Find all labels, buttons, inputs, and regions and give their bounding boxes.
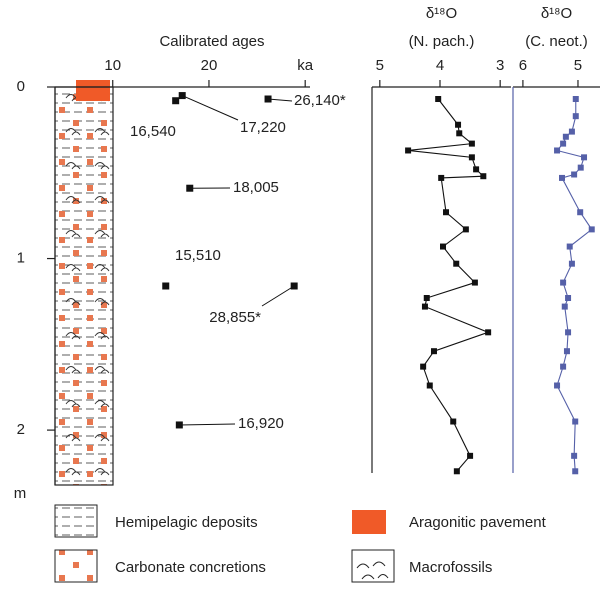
leader-line <box>261 285 295 307</box>
isotope-point <box>485 329 492 336</box>
isotope-point <box>572 418 579 425</box>
x-tick-label: 10 <box>104 57 121 74</box>
x-tick-label: ka <box>297 57 314 74</box>
age-label: 18,005 <box>233 179 279 196</box>
isotope-point <box>467 452 474 459</box>
isotope-point <box>554 382 561 389</box>
isotope-point <box>450 418 457 425</box>
isotope-point <box>568 260 575 267</box>
age-point <box>172 97 180 105</box>
legend-label: Macrofossils <box>409 559 492 576</box>
y-tick-label: 2 <box>17 421 25 438</box>
x-tick-label: 20 <box>201 57 218 74</box>
legend-symbols <box>54 504 395 583</box>
age-point <box>186 184 194 192</box>
isotope-point <box>577 164 584 171</box>
isotope-point <box>430 348 437 355</box>
leader-line <box>268 98 293 102</box>
age-point <box>290 282 298 290</box>
legend-label: Carbonate concretions <box>115 559 266 576</box>
isotope-point <box>455 121 462 128</box>
x-tick-label: 6 <box>519 57 527 74</box>
isotope-point <box>480 173 487 180</box>
isotope-point <box>559 174 566 181</box>
isotope-point <box>572 113 579 120</box>
isotope-point <box>560 363 567 370</box>
core-log <box>54 80 114 486</box>
isotope-point <box>560 140 567 147</box>
age-point <box>175 421 183 429</box>
isotope-point <box>471 279 478 286</box>
age-label: 26,140* <box>294 92 346 109</box>
isotope-point <box>565 329 572 336</box>
isotope-point <box>565 295 572 302</box>
age-label: 28,855* <box>209 309 261 326</box>
isotope-point <box>568 128 575 135</box>
isotope-point <box>588 226 595 233</box>
x-tick-label: 3 <box>496 57 504 74</box>
isotope-point <box>426 382 433 389</box>
isotope-point <box>421 303 428 310</box>
age-point <box>178 92 186 100</box>
isotope-point <box>572 468 579 475</box>
isotope-point <box>443 209 450 216</box>
isotope-point <box>562 133 569 140</box>
isotope-point <box>453 260 460 267</box>
age-point <box>264 95 272 103</box>
panel-title: Calibrated ages <box>159 33 264 50</box>
isotope-point <box>473 166 480 173</box>
panel-subtitle: (C. neot.) <box>525 33 588 50</box>
isotope-point <box>423 295 430 302</box>
isotope-point <box>571 171 578 178</box>
isotope-point <box>563 348 570 355</box>
isotope-point <box>462 226 469 233</box>
legend-label: Aragonitic pavement <box>409 514 547 531</box>
y-tick-label: 0 <box>17 78 25 95</box>
isotope-point <box>468 140 475 147</box>
y-tick-label: 1 <box>17 250 25 267</box>
isotope-point <box>572 96 579 103</box>
age-label: 15,510 <box>175 247 221 264</box>
panel-subtitle: (N. pach.) <box>409 33 475 50</box>
x-tick-label: 4 <box>436 57 444 74</box>
isotope-point <box>405 147 412 154</box>
panel-title: δ¹⁸O <box>426 5 457 22</box>
isotope-point <box>577 209 584 216</box>
age-label: 16,540 <box>130 123 176 140</box>
isotope-point <box>453 468 460 475</box>
age-label: 16,920 <box>238 415 284 432</box>
isotope-point <box>435 96 442 103</box>
legend-label: Hemipelagic deposits <box>115 514 258 531</box>
isotope-point <box>566 243 573 250</box>
x-tick-label: 5 <box>574 57 582 74</box>
isotope-point <box>438 174 445 181</box>
leader-line <box>179 423 236 426</box>
age-label: 17,220 <box>240 119 286 136</box>
isotope-point <box>581 154 588 161</box>
y-axis-label: m <box>14 485 27 502</box>
isotope-point <box>440 243 447 250</box>
isotope-point <box>560 279 567 286</box>
leader-line <box>182 95 239 121</box>
panel-title: δ¹⁸O <box>541 5 572 22</box>
isotope-point <box>571 452 578 459</box>
x-tick-label: 5 <box>376 57 384 74</box>
isotope-point <box>468 154 475 161</box>
isotope-point <box>420 363 427 370</box>
isotope-point <box>561 303 568 310</box>
isotope-point <box>456 130 463 137</box>
isotope-point <box>554 147 561 154</box>
age-point <box>162 282 170 290</box>
